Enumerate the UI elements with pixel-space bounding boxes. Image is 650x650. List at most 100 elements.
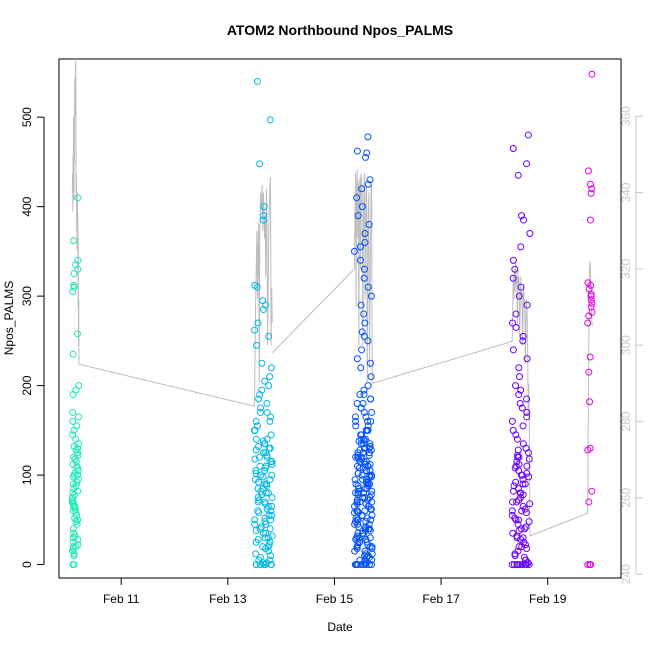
data-point xyxy=(525,473,533,481)
data-point xyxy=(368,498,376,506)
data-point xyxy=(523,469,531,477)
data-point xyxy=(69,525,77,533)
data-point xyxy=(74,194,82,202)
data-point xyxy=(351,476,359,484)
data-point xyxy=(515,292,523,300)
data-point xyxy=(268,493,276,501)
line-segment-7 xyxy=(529,512,588,537)
data-point xyxy=(73,511,81,519)
points-layer xyxy=(68,70,596,569)
data-point xyxy=(252,417,260,425)
data-point xyxy=(262,529,270,537)
data-point xyxy=(358,203,366,211)
data-point xyxy=(514,451,522,459)
data-point xyxy=(259,473,267,481)
data-point xyxy=(69,391,77,399)
data-point xyxy=(515,543,523,551)
data-point xyxy=(266,556,274,564)
data-point xyxy=(259,529,267,537)
x-tick-label: Feb 11 xyxy=(103,592,140,606)
data-point xyxy=(362,536,370,544)
data-point xyxy=(586,353,594,361)
data-point xyxy=(255,453,263,461)
data-point xyxy=(358,185,366,193)
data-point xyxy=(70,281,78,289)
data-point xyxy=(517,283,525,291)
data-point xyxy=(514,547,522,555)
data-point xyxy=(74,413,82,421)
x-tick-label: Feb 13 xyxy=(209,592,247,606)
data-point xyxy=(260,449,268,457)
data-point xyxy=(364,283,372,291)
data-point xyxy=(588,299,596,307)
data-point xyxy=(354,561,362,569)
data-point xyxy=(368,408,376,416)
data-point xyxy=(251,455,259,463)
data-point xyxy=(253,283,261,291)
data-point xyxy=(586,398,594,406)
data-point xyxy=(357,364,365,372)
data-point xyxy=(508,561,516,569)
data-point xyxy=(586,180,594,188)
data-point xyxy=(523,395,531,403)
data-point xyxy=(354,489,362,497)
data-point xyxy=(70,237,78,245)
line-segment-6 xyxy=(511,261,531,537)
data-point xyxy=(367,417,375,425)
data-point xyxy=(512,323,520,331)
data-point xyxy=(360,310,368,318)
x-tick-label: Feb 15 xyxy=(316,592,354,606)
data-point xyxy=(509,498,517,506)
data-point xyxy=(353,400,361,408)
data-point xyxy=(587,561,595,569)
data-point xyxy=(256,553,264,561)
data-point xyxy=(508,511,516,519)
data-point xyxy=(517,386,525,394)
data-point xyxy=(353,194,361,202)
data-point xyxy=(69,417,77,425)
data-point xyxy=(356,556,364,564)
data-point xyxy=(363,149,371,157)
data-point xyxy=(519,476,527,484)
data-point xyxy=(356,243,364,251)
data-point xyxy=(519,440,527,448)
data-point xyxy=(587,296,595,304)
data-point xyxy=(367,491,375,499)
data-point xyxy=(354,212,362,220)
data-point xyxy=(588,487,596,495)
data-point xyxy=(364,133,372,141)
data-point xyxy=(73,330,81,338)
data-point xyxy=(512,310,520,318)
data-point xyxy=(74,467,82,475)
data-point xyxy=(73,422,81,430)
data-point xyxy=(518,212,526,220)
data-point xyxy=(363,553,371,561)
data-point xyxy=(360,386,368,394)
data-point xyxy=(266,373,274,381)
data-point xyxy=(515,453,523,461)
data-point xyxy=(356,391,364,399)
data-point xyxy=(254,319,262,327)
data-point xyxy=(357,404,365,412)
data-point xyxy=(585,498,593,506)
data-point xyxy=(519,337,527,345)
data-point xyxy=(353,147,361,155)
data-point xyxy=(256,408,264,416)
data-point xyxy=(584,319,592,327)
data-point xyxy=(586,444,594,452)
data-point xyxy=(366,359,374,367)
data-point xyxy=(512,516,520,524)
data-point xyxy=(362,413,370,421)
data-point xyxy=(265,541,273,549)
data-point xyxy=(265,382,273,390)
y-tick-label-left: 400 xyxy=(20,196,34,216)
data-point xyxy=(366,534,374,542)
data-point xyxy=(519,422,527,430)
data-point xyxy=(517,243,525,251)
data-point xyxy=(257,471,265,479)
data-point xyxy=(266,417,274,425)
data-point xyxy=(509,256,517,264)
data-point xyxy=(522,509,530,517)
data-point xyxy=(361,238,369,246)
